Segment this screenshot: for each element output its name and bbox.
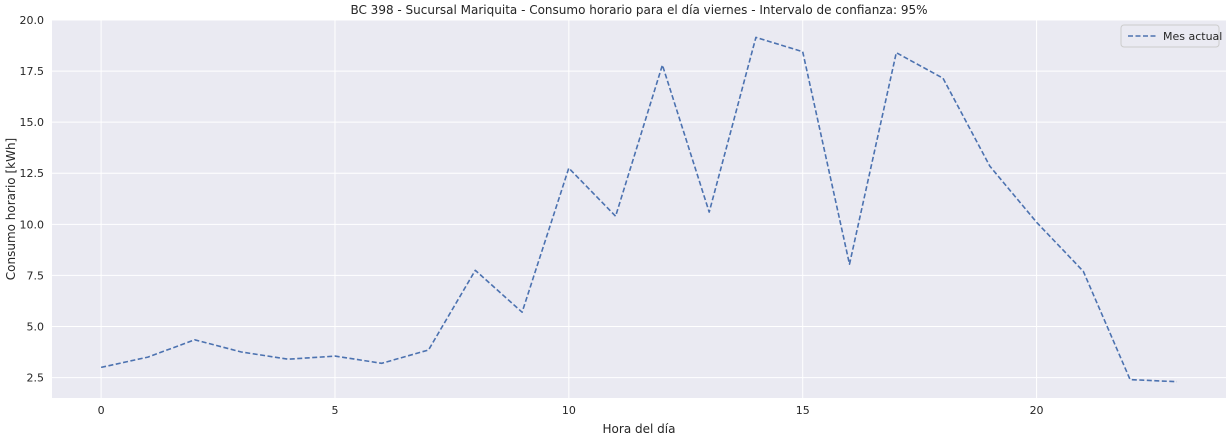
y-tick-label: 10.0 xyxy=(20,218,45,231)
grid xyxy=(52,19,1226,398)
y-tick-label: 20.0 xyxy=(20,14,45,27)
x-tick-label: 20 xyxy=(1030,404,1044,417)
legend-box xyxy=(1120,24,1220,48)
y-tick-label: 7.5 xyxy=(27,269,45,282)
x-axis-label: Hora del día xyxy=(603,422,676,436)
y-tick-label: 17.5 xyxy=(20,65,45,78)
legend: Mes actual xyxy=(1120,24,1222,48)
x-axis-ticks: 0 5 10 15 20 xyxy=(98,404,1044,417)
y-tick-label: 12.5 xyxy=(20,167,45,180)
y-axis-ticks: 2.5 5.0 7.5 10.0 12.5 15.0 17.5 20.0 xyxy=(20,14,45,385)
x-tick-label: 15 xyxy=(796,404,810,417)
x-tick-label: 10 xyxy=(562,404,576,417)
plot-background xyxy=(52,20,1226,398)
y-tick-label: 2.5 xyxy=(27,372,45,385)
y-tick-label: 5.0 xyxy=(27,320,45,333)
y-tick-label: 15.0 xyxy=(20,116,45,129)
y-axis-label: Consumo horario [kWh] xyxy=(4,138,18,280)
legend-label-mes-actual: Mes actual xyxy=(1163,30,1222,43)
series-layer xyxy=(100,36,1177,383)
chart-title: BC 398 - Sucursal Mariquita - Consumo ho… xyxy=(350,3,927,17)
x-tick-label: 0 xyxy=(98,404,105,417)
x-tick-label: 5 xyxy=(331,404,338,417)
series-line-mes-actual xyxy=(100,36,1177,383)
